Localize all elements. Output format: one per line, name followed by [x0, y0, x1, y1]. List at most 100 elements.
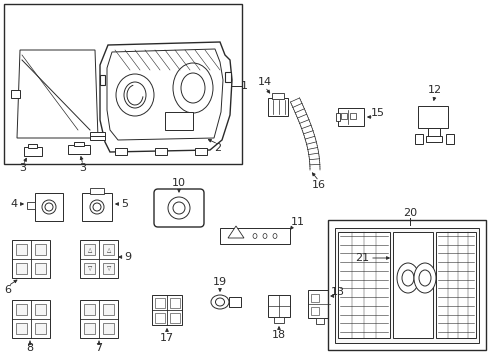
Bar — [334, 228, 478, 343]
Ellipse shape — [272, 234, 276, 239]
Bar — [310, 294, 318, 302]
Bar — [327, 220, 485, 350]
Text: 16: 16 — [311, 180, 325, 190]
Text: 3: 3 — [20, 163, 26, 173]
Ellipse shape — [181, 73, 204, 103]
Bar — [271, 93, 284, 99]
Bar — [310, 307, 318, 315]
Bar — [12, 240, 50, 278]
Bar — [224, 72, 230, 82]
Bar — [170, 313, 180, 323]
Text: 8: 8 — [26, 343, 34, 353]
Bar — [84, 244, 95, 255]
Bar — [164, 112, 193, 130]
Text: 10: 10 — [172, 178, 185, 188]
Bar — [16, 323, 27, 334]
Bar — [80, 300, 118, 338]
Ellipse shape — [168, 197, 190, 219]
Text: 6: 6 — [4, 285, 12, 295]
Polygon shape — [100, 42, 231, 152]
Bar — [90, 188, 104, 194]
Bar — [4, 4, 242, 164]
Bar — [27, 202, 35, 209]
Bar — [16, 263, 27, 274]
Bar — [28, 144, 37, 148]
Bar — [103, 244, 114, 255]
Text: 19: 19 — [212, 277, 226, 287]
Bar — [82, 193, 112, 221]
Ellipse shape — [90, 200, 104, 214]
Bar — [74, 142, 84, 146]
Bar — [337, 232, 389, 338]
Text: 4: 4 — [10, 199, 18, 209]
Text: 12: 12 — [427, 85, 441, 95]
Bar — [315, 318, 324, 324]
Polygon shape — [227, 226, 244, 238]
Ellipse shape — [252, 234, 257, 239]
Bar — [84, 323, 95, 334]
Bar — [12, 300, 50, 338]
Ellipse shape — [116, 74, 154, 116]
Bar — [267, 295, 289, 317]
Text: 9: 9 — [124, 252, 131, 262]
Ellipse shape — [401, 270, 413, 286]
Bar — [16, 244, 27, 255]
Text: ▽: ▽ — [107, 266, 111, 271]
Ellipse shape — [215, 298, 224, 306]
Ellipse shape — [396, 263, 418, 293]
Bar — [435, 232, 475, 338]
Ellipse shape — [263, 234, 266, 239]
Text: 13: 13 — [330, 287, 345, 297]
Text: 18: 18 — [271, 330, 285, 340]
Bar — [392, 232, 432, 338]
Ellipse shape — [418, 270, 430, 286]
Bar — [35, 193, 63, 221]
Polygon shape — [17, 50, 98, 138]
Bar — [68, 145, 90, 154]
Text: 20: 20 — [402, 208, 416, 218]
Text: 15: 15 — [370, 108, 384, 118]
Bar — [335, 113, 339, 121]
Bar — [103, 323, 114, 334]
Text: 1: 1 — [240, 81, 247, 91]
Bar — [228, 297, 241, 307]
Ellipse shape — [124, 82, 146, 108]
Text: 17: 17 — [160, 333, 174, 343]
Bar — [115, 148, 127, 155]
Bar — [16, 304, 27, 315]
Bar — [349, 113, 355, 119]
Bar — [35, 263, 46, 274]
Bar — [155, 313, 164, 323]
Bar — [155, 148, 167, 155]
Text: 7: 7 — [95, 343, 102, 353]
Bar — [103, 263, 114, 274]
Bar — [84, 304, 95, 315]
Ellipse shape — [173, 202, 184, 214]
Text: △: △ — [88, 248, 92, 252]
Bar — [425, 136, 441, 142]
Ellipse shape — [413, 263, 435, 293]
Bar — [100, 75, 105, 85]
Bar — [273, 317, 284, 323]
Bar — [170, 298, 180, 308]
Ellipse shape — [45, 203, 53, 211]
Bar — [152, 295, 182, 325]
Text: 14: 14 — [257, 77, 271, 87]
Text: ▽: ▽ — [88, 266, 92, 271]
Ellipse shape — [173, 63, 213, 113]
Bar — [337, 108, 363, 126]
Text: 11: 11 — [290, 217, 305, 227]
Bar — [35, 244, 46, 255]
Bar — [267, 98, 287, 116]
Bar — [84, 263, 95, 274]
Bar — [427, 128, 439, 138]
Ellipse shape — [93, 203, 101, 211]
Text: 2: 2 — [214, 143, 221, 153]
Bar — [90, 132, 105, 140]
Ellipse shape — [42, 200, 56, 214]
Bar — [80, 240, 118, 278]
Polygon shape — [107, 49, 223, 140]
Bar — [35, 304, 46, 315]
Ellipse shape — [210, 295, 228, 309]
Bar — [11, 90, 20, 98]
